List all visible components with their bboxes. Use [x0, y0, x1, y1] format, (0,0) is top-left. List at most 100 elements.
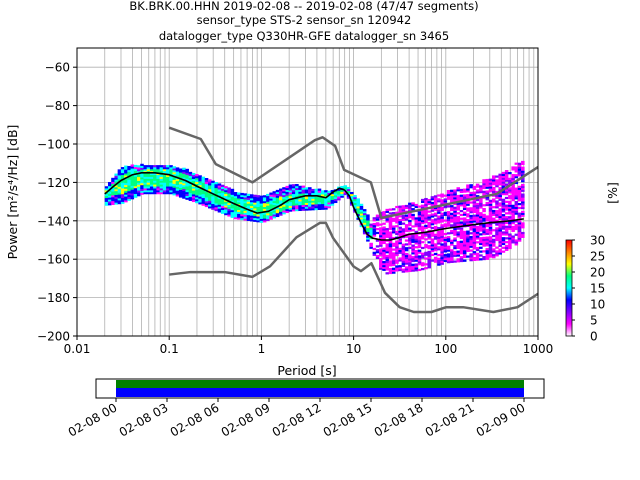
psd-density-cell [237, 194, 241, 197]
psd-density-cell [379, 231, 383, 234]
psd-density-cell [117, 182, 122, 186]
psd-density-cell [240, 208, 244, 211]
psd-density-cell [237, 217, 241, 220]
psd-density-cell [140, 169, 144, 172]
psd-density-cell [114, 192, 118, 195]
psd-density-cell [498, 252, 502, 255]
psd-density-cell [504, 196, 509, 200]
psd-density-cell [433, 256, 438, 259]
psd-density-cell [143, 174, 148, 177]
psd-density-cell [282, 206, 286, 209]
psd-density-cell [133, 164, 138, 168]
psd-density-cell [501, 217, 506, 221]
psd-density-cell [472, 237, 477, 240]
psd-density-cell [517, 187, 522, 190]
psd-density-cell [437, 234, 441, 237]
psd-density-cell [388, 269, 393, 273]
psd-density-cell [395, 250, 399, 253]
psd-density-cell [446, 249, 451, 252]
psd-density-cell [401, 222, 406, 225]
psd-density-cell [472, 226, 477, 229]
psd-density-cell [488, 255, 493, 258]
psd-density-cell [182, 194, 186, 197]
psd-density-cell [185, 176, 189, 179]
psd-density-cell [498, 215, 502, 219]
psd-density-cell [388, 241, 393, 244]
psd-density-cell [433, 237, 438, 240]
psd-density-cell [269, 213, 273, 216]
psd-density-cell [391, 271, 396, 274]
psd-density-cell [175, 188, 180, 191]
psd-density-cell [291, 193, 296, 196]
psd-density-cell [272, 214, 277, 217]
psd-density-cell [204, 185, 209, 188]
psd-density-cell [124, 186, 128, 189]
psd-density-cell [417, 211, 422, 214]
psd-density-cell [498, 233, 502, 236]
psd-density-cell [495, 219, 499, 222]
psd-density-cell [453, 210, 457, 213]
psd-density-cell [491, 229, 496, 232]
psd-density-cell [166, 190, 170, 193]
psd-density-cell [201, 199, 206, 202]
psd-density-cell [456, 235, 461, 238]
psd-density-cell [201, 203, 206, 206]
psd-density-cell [230, 192, 235, 195]
psd-density-cell [143, 167, 148, 170]
psd-density-cell [137, 178, 141, 181]
psd-density-cell [479, 206, 483, 209]
psd-density-cell [466, 195, 470, 199]
psd-density-cell [317, 200, 322, 203]
psd-density-cell [379, 261, 383, 265]
psd-density-cell [107, 189, 112, 192]
psd-density-cell [162, 167, 167, 170]
psd-density-cell [427, 225, 431, 229]
psd-density-cell [521, 231, 525, 235]
psd-density-cell [185, 188, 189, 191]
psd-density-cell [295, 191, 299, 194]
psd-density-cell [230, 196, 235, 199]
psd-density-cell [198, 182, 202, 186]
psd-density-cell [137, 186, 141, 189]
psd-density-cell [511, 198, 515, 202]
psd-density-cell [414, 236, 419, 239]
psd-density-cell [291, 186, 296, 189]
psd-density-cell [498, 227, 502, 230]
colorbar-tick-label: 25 [590, 250, 605, 264]
psd-density-cell [504, 237, 509, 240]
psd-density-cell [169, 182, 173, 185]
psd-density-cell [314, 202, 319, 205]
psd-density-cell [243, 216, 248, 219]
psd-density-cell [437, 248, 441, 251]
psd-density-cell [227, 204, 231, 207]
psd-density-cell [256, 197, 260, 200]
psd-density-cell [424, 221, 428, 224]
psd-density-cell [482, 240, 486, 243]
psd-density-cell [149, 192, 154, 195]
psd-density-cell [172, 170, 177, 173]
psd-density-cell [521, 226, 525, 229]
psd-density-cell [404, 252, 409, 256]
psd-density-cell [253, 208, 257, 211]
psd-density-cell [501, 227, 506, 230]
psd-density-cell [424, 209, 428, 212]
psd-density-cell [330, 199, 335, 202]
mean-psd-curve [104, 172, 524, 241]
psd-density-cell [391, 258, 396, 261]
psd-density-cell [382, 264, 386, 268]
psd-density-cell [362, 211, 367, 214]
psd-density-cell [417, 245, 422, 249]
psd-density-cell [498, 202, 502, 205]
psd-density-cell [398, 234, 402, 237]
psd-density-cell [485, 201, 490, 205]
psd-density-cell [359, 215, 364, 218]
psd-density-cell [149, 170, 154, 174]
psd-density-cell [217, 206, 222, 209]
psd-density-cell [498, 244, 502, 247]
psd-density-cell [166, 184, 170, 187]
psd-density-cell [491, 254, 496, 257]
psd-density-cell [159, 188, 164, 191]
psd-density-cell [450, 239, 454, 242]
psd-density-cell [414, 265, 419, 268]
